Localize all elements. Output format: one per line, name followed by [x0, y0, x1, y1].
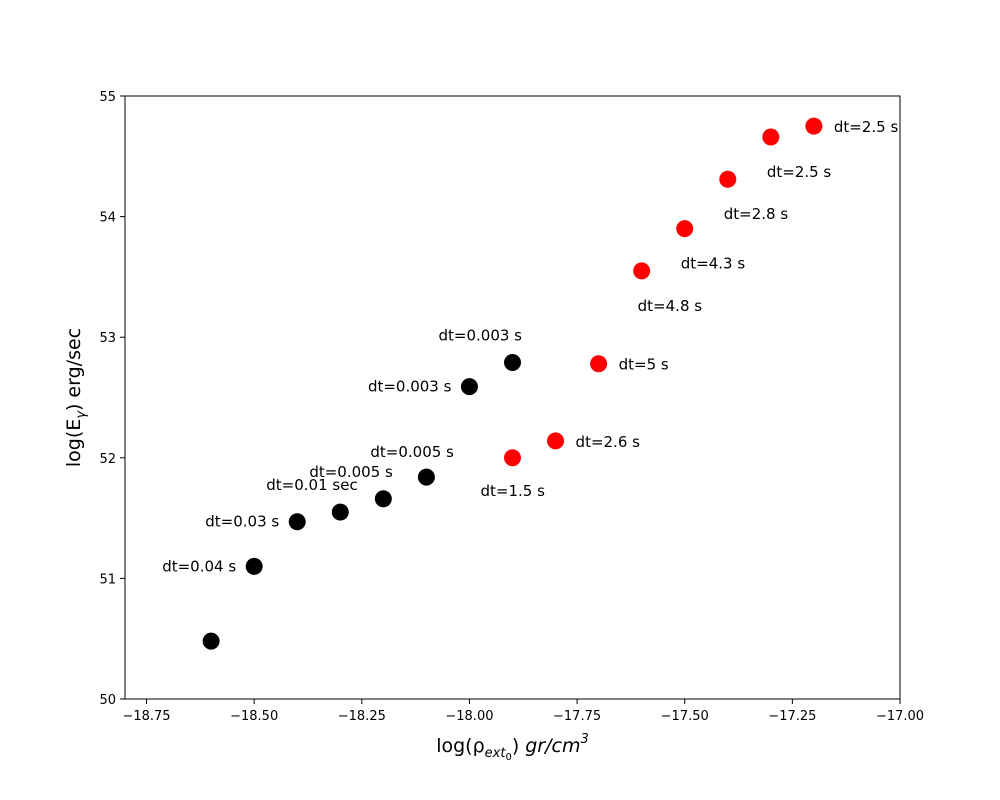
x-axis-title-subsub: 0: [505, 752, 511, 763]
y-tick-label: 54: [99, 211, 116, 226]
data-point: [460, 378, 478, 396]
point-label: dt=2.5 s: [834, 118, 899, 136]
x-tick-label: −18.50: [230, 709, 278, 724]
data-point: [805, 117, 823, 135]
data-point: [633, 262, 651, 280]
data-point: [417, 468, 435, 486]
y-tick-label: 51: [99, 572, 116, 587]
plot-frame: [124, 95, 901, 700]
x-tick-label: −17.00: [876, 709, 924, 724]
x-tick-label: −17.50: [661, 709, 709, 724]
point-label: dt=0.003 s: [368, 378, 452, 396]
y-axis-title-sub: γ: [74, 410, 89, 419]
point-label: dt=0.005 s: [309, 463, 393, 481]
x-tick-label: −17.75: [553, 709, 601, 724]
data-point: [504, 354, 521, 372]
data-point: [547, 432, 565, 450]
x-axis-title-unit-sup: 3: [580, 732, 588, 747]
y-axis-title-base: log(E: [63, 419, 85, 467]
data-point: [288, 513, 306, 531]
point-label: dt=2.8 s: [724, 205, 789, 223]
x-tick-label: −17.25: [768, 709, 816, 724]
x-tick-label: −18.75: [122, 709, 170, 724]
y-axis-title: log(Eγ) erg/sec: [63, 328, 89, 467]
point-label: dt=2.5 s: [767, 163, 832, 181]
x-axis-title: log(ρext0) gr/cm3: [436, 732, 589, 763]
data-point: [762, 128, 780, 146]
data-point: [245, 557, 263, 575]
point-label: dt=2.6 s: [576, 433, 641, 451]
point-label: dt=0.03 s: [205, 513, 279, 531]
data-point: [504, 449, 521, 467]
x-axis-title-sub: ext: [485, 746, 507, 761]
data-points: [202, 117, 823, 650]
axis-ticks: −18.75 −18.50 −18.25 −18.00 −17.75 −17.50 −17.…: [99, 90, 924, 724]
x-axis-title-base: log(ρ: [436, 735, 484, 757]
data-point: [676, 220, 694, 238]
x-tick-label: −18.00: [445, 709, 493, 724]
y-tick-label: 53: [99, 331, 116, 346]
point-label: dt=4.8 s: [638, 297, 703, 315]
point-label: dt=0.003 s: [439, 327, 523, 345]
y-tick-label: 50: [99, 693, 116, 708]
x-axis-title-unit: gr/cm: [525, 735, 580, 757]
y-axis-title-close: ) erg/sec: [63, 328, 85, 411]
point-label: dt=5 s: [619, 356, 669, 374]
point-label: dt=0.04 s: [162, 557, 236, 575]
data-point: [590, 355, 608, 373]
data-point: [719, 170, 737, 188]
data-point: [374, 490, 392, 508]
y-tick-label: 55: [99, 90, 116, 105]
point-label: dt=4.3 s: [681, 255, 746, 273]
point-label: dt=0.01 sec: [266, 476, 357, 494]
data-point: [202, 632, 220, 650]
x-axis-title-close: ): [512, 735, 519, 757]
y-tick-label: 52: [99, 452, 116, 467]
x-tick-label: −18.25: [338, 709, 386, 724]
data-point: [331, 503, 349, 521]
point-label: dt=0.005 s: [370, 443, 454, 461]
point-label: dt=1.5 s: [481, 482, 546, 500]
